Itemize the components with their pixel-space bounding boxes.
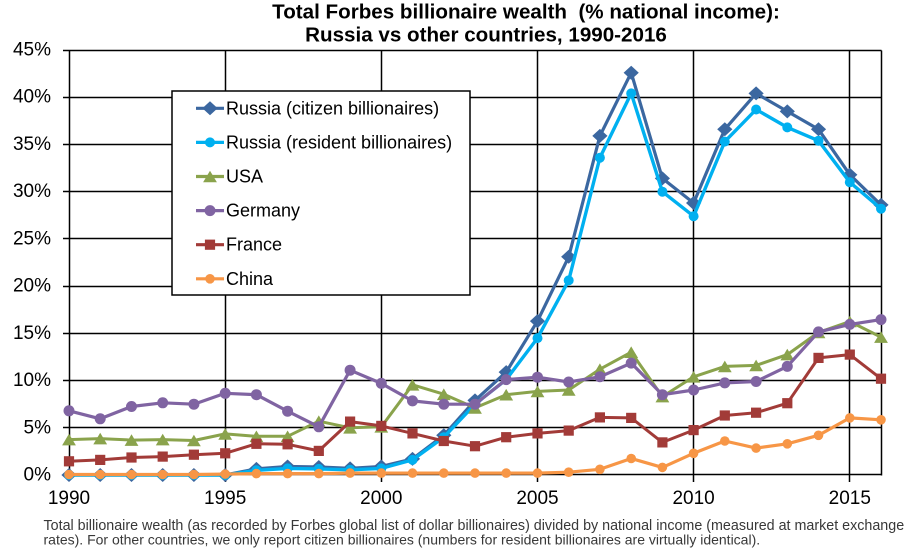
svg-text:10%: 10%	[13, 370, 51, 391]
svg-text:2005: 2005	[516, 488, 558, 509]
svg-text:France: France	[226, 235, 282, 255]
svg-text:30%: 30%	[13, 181, 51, 202]
svg-text:Russia vs other countries, 199: Russia vs other countries, 1990-2016	[305, 24, 667, 47]
svg-text:45%: 45%	[13, 40, 51, 61]
svg-text:Total Forbes billionaire wealt: Total Forbes billionaire wealth (% natio…	[272, 1, 780, 24]
svg-text:Russia (citizen billionaires): Russia (citizen billionaires)	[226, 98, 439, 118]
svg-text:2000: 2000	[360, 488, 402, 509]
svg-text:China: China	[226, 269, 274, 289]
svg-text:rates). For other countries, w: rates). For other countries, we only rep…	[44, 532, 761, 548]
svg-text:15%: 15%	[13, 323, 51, 344]
svg-text:20%: 20%	[13, 276, 51, 297]
svg-text:1990: 1990	[48, 488, 90, 509]
svg-text:Germany: Germany	[226, 201, 300, 221]
svg-text:40%: 40%	[13, 87, 51, 108]
svg-text:35%: 35%	[13, 134, 51, 155]
svg-text:2015: 2015	[829, 488, 871, 509]
svg-text:5%: 5%	[24, 417, 52, 438]
svg-text:0%: 0%	[24, 465, 52, 486]
svg-text:Total billionaire wealth (as r: Total billionaire wealth (as recorded by…	[44, 518, 905, 534]
svg-text:2010: 2010	[672, 488, 714, 509]
svg-text:Russia (resident billionaires): Russia (resident billionaires)	[226, 132, 452, 152]
svg-text:1995: 1995	[204, 488, 246, 509]
svg-text:25%: 25%	[13, 228, 51, 249]
svg-text:USA: USA	[226, 167, 263, 187]
